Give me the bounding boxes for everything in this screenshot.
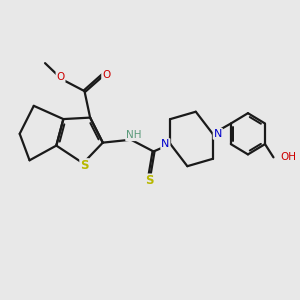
Text: NH: NH [126,130,142,140]
Text: N: N [161,139,170,149]
Text: N: N [214,129,222,139]
Text: OH: OH [280,152,296,162]
Text: S: S [80,159,89,172]
Text: O: O [102,70,110,80]
Text: S: S [145,174,154,188]
Text: O: O [56,72,65,82]
